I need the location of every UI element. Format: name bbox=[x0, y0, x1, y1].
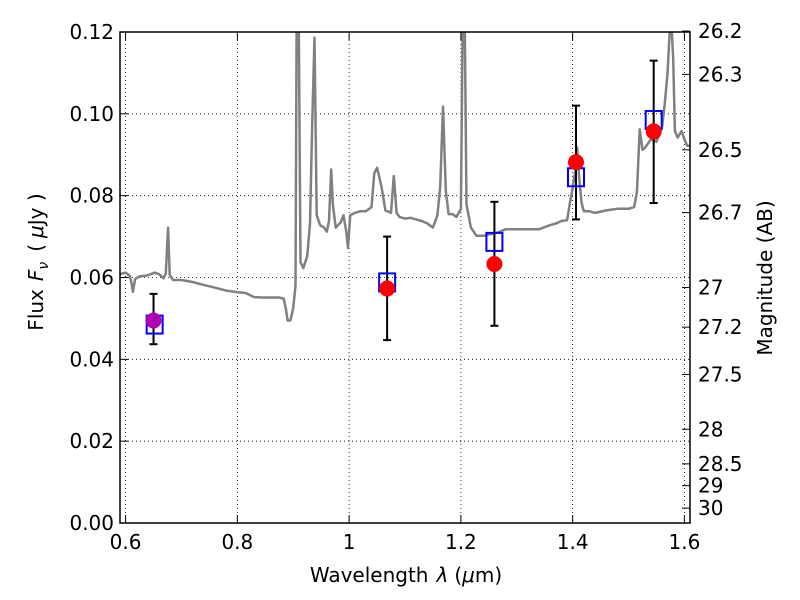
x-tick-label: 1.6 bbox=[669, 530, 701, 554]
mag-tick-label: 26.3 bbox=[698, 62, 743, 86]
mag-tick-label: 26.5 bbox=[698, 138, 743, 162]
grid bbox=[120, 31, 690, 524]
mag-tick-label: 27.5 bbox=[698, 362, 743, 386]
mag-tick-label: 27 bbox=[698, 276, 723, 300]
mag-tick-label: 26.2 bbox=[698, 19, 743, 43]
x-tick-label: 0.6 bbox=[110, 530, 142, 554]
y-tick-label: 0.10 bbox=[69, 102, 114, 126]
axis-ticks: 0.6 0.8 1 1.2 1.4 1.6 0.00 0.02 0.04 0.06 0.08 0.10… bbox=[69, 19, 742, 554]
y-axis-label: FluxFν(μJy ) bbox=[24, 193, 52, 330]
model-spectrum-line bbox=[120, 32, 690, 322]
y-tick-label: 0.08 bbox=[69, 184, 114, 208]
x-axis-label: Wavelength λ (μm) bbox=[310, 563, 502, 587]
observed-flux-dot bbox=[379, 280, 396, 297]
x-tick-label: 0.8 bbox=[221, 530, 253, 554]
mag-tick-label: 30 bbox=[698, 496, 723, 520]
observed-flux-dot bbox=[486, 255, 503, 272]
x-tick-label: 1 bbox=[343, 530, 356, 554]
mag-tick-label: 28.5 bbox=[698, 452, 743, 476]
y-tick-label: 0.00 bbox=[69, 511, 114, 535]
y-tick-label: 0.04 bbox=[69, 347, 114, 371]
model-spectrum-path bbox=[120, 32, 690, 322]
y-tick-label: 0.02 bbox=[69, 429, 114, 453]
x-tick-label: 1.4 bbox=[557, 530, 589, 554]
mag-tick-label: 27.2 bbox=[698, 315, 743, 339]
y-tick-label: 0.06 bbox=[69, 266, 114, 290]
observed-flux-dot bbox=[568, 154, 584, 171]
mag-tick-label: 29 bbox=[698, 474, 723, 498]
mag-tick-label: 28 bbox=[698, 417, 723, 441]
observed-flux-dot bbox=[145, 312, 162, 329]
observed-flux-points bbox=[145, 123, 662, 329]
x-tick-label: 1.2 bbox=[445, 530, 477, 554]
model-square-point bbox=[485, 231, 504, 252]
mag-tick-label: 26.7 bbox=[698, 201, 743, 225]
observed-flux-dot bbox=[645, 123, 662, 140]
model-photometry-squares bbox=[145, 109, 663, 335]
right-axis-label: Magnitude (AB) bbox=[753, 200, 777, 355]
y-tick-label: 0.12 bbox=[69, 20, 114, 44]
